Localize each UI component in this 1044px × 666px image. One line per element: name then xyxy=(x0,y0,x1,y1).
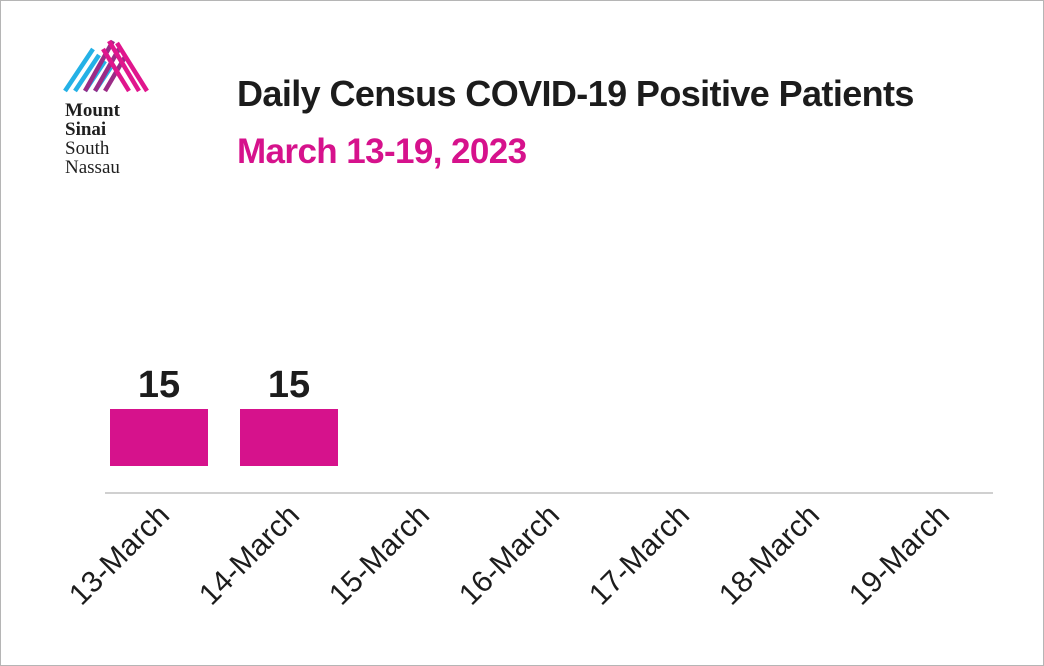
x-tick-label-13-March: 13-March xyxy=(63,499,176,612)
logo-line-sinai: Sinai xyxy=(65,119,107,140)
x-tick-label-17-March: 17-March xyxy=(583,499,696,612)
logo-line-nassau: Nassau xyxy=(65,157,120,178)
logo-wordmark: Mount Sinai South Nassau xyxy=(65,101,120,177)
x-tick-label-16-March: 16-March xyxy=(453,499,566,612)
logo-line-mount: Mount xyxy=(65,100,120,121)
data-label-13-March: 15 xyxy=(138,364,180,406)
bar-14-March xyxy=(240,409,338,466)
chart-title: Daily Census COVID-19 Positive Patients xyxy=(237,73,914,114)
mount-sinai-south-nassau-logo: Mount Sinai South Nassau xyxy=(63,39,153,189)
data-label-14-March: 15 xyxy=(268,364,310,406)
x-tick-label-14-March: 14-March xyxy=(193,499,306,612)
x-tick-label-15-March: 15-March xyxy=(323,499,436,612)
x-tick-label-18-March: 18-March xyxy=(713,499,826,612)
chart-subtitle: March 13-19, 2023 xyxy=(237,132,527,171)
mount-sinai-mark-icon xyxy=(63,39,149,93)
bar-13-March xyxy=(110,409,208,466)
x-tick-label-19-March: 19-March xyxy=(843,499,956,612)
logo-line-south: South xyxy=(65,138,110,159)
